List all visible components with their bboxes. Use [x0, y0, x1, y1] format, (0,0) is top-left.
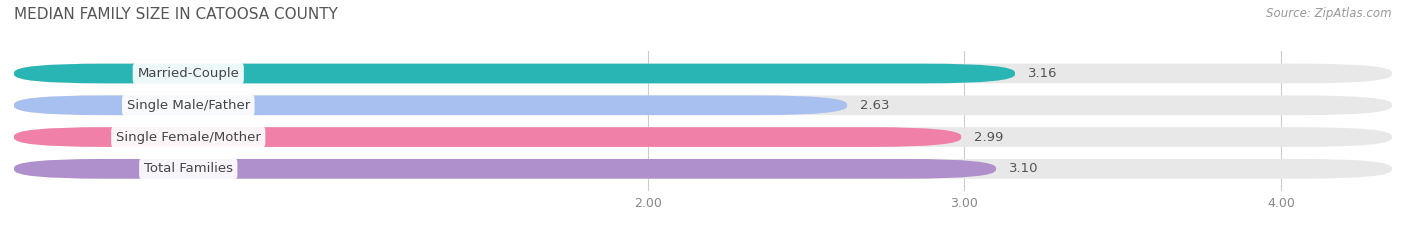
Text: Source: ZipAtlas.com: Source: ZipAtlas.com: [1267, 7, 1392, 20]
FancyBboxPatch shape: [14, 127, 962, 147]
FancyBboxPatch shape: [14, 64, 1015, 83]
FancyBboxPatch shape: [14, 159, 995, 179]
Text: 2.99: 2.99: [974, 130, 1004, 144]
FancyBboxPatch shape: [14, 127, 1392, 147]
Text: 3.10: 3.10: [1008, 162, 1038, 175]
FancyBboxPatch shape: [14, 159, 1392, 179]
Text: Total Families: Total Families: [143, 162, 233, 175]
Text: MEDIAN FAMILY SIZE IN CATOOSA COUNTY: MEDIAN FAMILY SIZE IN CATOOSA COUNTY: [14, 7, 337, 22]
Text: 2.63: 2.63: [860, 99, 889, 112]
FancyBboxPatch shape: [14, 96, 1392, 115]
FancyBboxPatch shape: [14, 64, 1392, 83]
Text: 3.16: 3.16: [1028, 67, 1057, 80]
FancyBboxPatch shape: [14, 96, 848, 115]
Text: Married-Couple: Married-Couple: [138, 67, 239, 80]
Text: Single Male/Father: Single Male/Father: [127, 99, 250, 112]
Text: Single Female/Mother: Single Female/Mother: [115, 130, 260, 144]
